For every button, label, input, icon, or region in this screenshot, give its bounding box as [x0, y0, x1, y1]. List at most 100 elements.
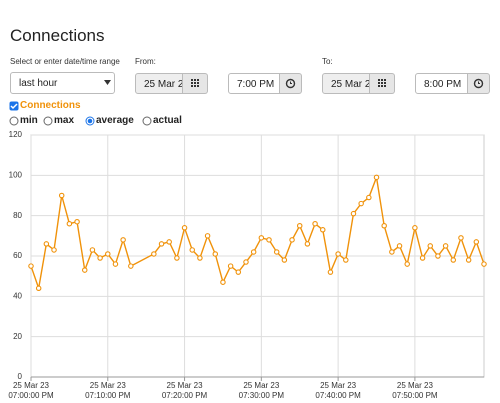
- radio-ring: [43, 116, 53, 126]
- data-point: [296, 223, 303, 229]
- data-point: [174, 255, 180, 261]
- data-point: [151, 251, 157, 257]
- calendar-icon: [378, 79, 386, 87]
- data-point: [220, 279, 226, 285]
- data-point: [442, 243, 449, 249]
- y-tick-label: 20: [13, 332, 22, 341]
- page-title: Connections: [10, 26, 105, 45]
- data-point: [427, 243, 434, 249]
- data-point: [396, 243, 403, 249]
- data-point: [320, 227, 326, 233]
- series-line: [30, 174, 485, 289]
- data-point: [250, 249, 257, 255]
- calendar-icon: [191, 79, 199, 87]
- data-point: [481, 261, 487, 267]
- data-point: [89, 247, 96, 253]
- mode-radio[interactable]: [142, 116, 152, 126]
- data-point: [243, 259, 249, 265]
- radio-dot: [87, 118, 93, 124]
- data-point: [43, 241, 50, 247]
- radio-ring: [9, 116, 19, 126]
- data-point: [120, 237, 126, 243]
- data-point: [450, 257, 457, 263]
- radio-ring: [142, 116, 152, 126]
- data-point: [235, 269, 242, 275]
- y-tick-label: 60: [13, 251, 22, 260]
- data-point: [335, 251, 341, 257]
- mode-options: min max average actual: [9, 115, 309, 127]
- to-clock-button[interactable]: [468, 73, 490, 94]
- data-point: [212, 251, 219, 257]
- data-point: [473, 239, 480, 245]
- x-tick-label: 25 Mar 23 07:30:00 PM: [238, 381, 285, 400]
- data-point: [28, 263, 34, 269]
- select-arrow: [104, 80, 111, 85]
- x-tick-label: 25 Mar 23 07:10:00 PM: [85, 381, 131, 400]
- data-point: [304, 241, 311, 247]
- data-point: [350, 210, 357, 217]
- y-tick-label: 100: [9, 170, 23, 179]
- data-point: [128, 263, 134, 269]
- y-tick-label: 0: [18, 372, 23, 381]
- mode-label[interactable]: actual: [153, 115, 182, 126]
- data-point: [97, 255, 103, 261]
- data-point: [373, 174, 380, 181]
- to-time[interactable]: 8:00 PM: [415, 73, 468, 94]
- range-label: Select or enter date/time range: [10, 57, 120, 66]
- data-point: [273, 249, 280, 255]
- y-tick-label: 40: [13, 291, 22, 300]
- x-tick-label: 25 Mar 23 07:50:00 PM: [392, 381, 438, 400]
- mode-radio[interactable]: [43, 116, 53, 126]
- data-point: [266, 237, 272, 243]
- mode-radio[interactable]: [9, 116, 19, 126]
- from-date[interactable]: 25 Mar 23: [135, 73, 183, 94]
- from-time[interactable]: 7:00 PM: [228, 73, 280, 94]
- data-point: [366, 194, 372, 201]
- data-point: [227, 263, 234, 269]
- mode-label[interactable]: max: [54, 115, 75, 126]
- data-point: [389, 249, 395, 255]
- from-label: From:: [135, 57, 156, 66]
- data-point: [105, 251, 111, 257]
- x-tick-label: 25 Mar 23 07:40:00 PM: [315, 381, 361, 400]
- data-point: [197, 255, 203, 261]
- data-point: [327, 269, 334, 275]
- data-point: [204, 233, 211, 239]
- series-toggle[interactable]: Connections: [20, 100, 81, 111]
- data-point: [51, 247, 57, 253]
- y-tick-label: 80: [13, 211, 22, 220]
- to-label: To:: [322, 57, 333, 66]
- data-point: [158, 241, 165, 247]
- data-point: [404, 261, 410, 267]
- data-point: [35, 285, 42, 292]
- data-point: [81, 267, 88, 273]
- mode-radio[interactable]: [85, 116, 95, 126]
- mode-label[interactable]: average: [96, 115, 134, 126]
- data-point: [281, 257, 288, 263]
- data-point: [419, 255, 426, 261]
- data-point: [458, 235, 464, 241]
- data-point: [66, 220, 73, 227]
- data-point: [166, 239, 172, 245]
- data-point: [189, 247, 195, 253]
- data-point: [289, 237, 295, 243]
- from-clock-button[interactable]: [280, 73, 302, 94]
- mode-label[interactable]: min: [20, 115, 38, 126]
- to-calendar-button[interactable]: [370, 73, 395, 94]
- data-point: [258, 235, 265, 241]
- data-point: [74, 218, 80, 225]
- data-point: [412, 225, 418, 231]
- data-point: [381, 223, 387, 229]
- clock-icon: [285, 78, 296, 89]
- from-calendar-button[interactable]: [183, 73, 208, 94]
- series-checkbox[interactable]: [9, 101, 19, 111]
- data-point: [181, 225, 188, 231]
- data-point: [435, 253, 441, 259]
- to-date[interactable]: 25 Mar 23: [322, 73, 370, 94]
- data-point: [358, 200, 364, 207]
- data-point: [312, 220, 318, 227]
- data-point: [58, 192, 65, 199]
- data-point: [112, 261, 119, 267]
- range-select[interactable]: last hour: [10, 72, 115, 94]
